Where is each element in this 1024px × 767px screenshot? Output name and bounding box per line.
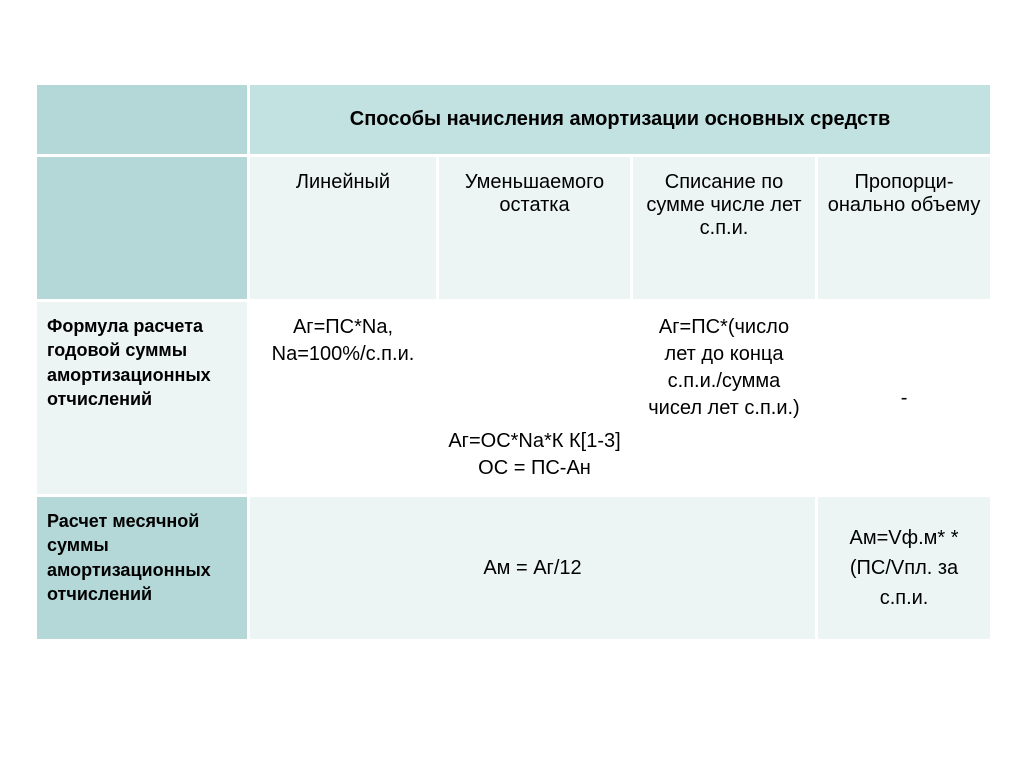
cell-1-3: Аг=ПС*(число лет до конца с.п.и./сумма ч…	[632, 301, 817, 496]
row-1-label: Формула расчета годовой суммы амортизаци…	[36, 301, 249, 496]
subhead-col-3: Списание по сумме числе лет с.п.и.	[632, 156, 817, 301]
subhead-col-4: Пропорци-онально объему	[817, 156, 992, 301]
cell-1-1: Аг=ПС*Na, Na=100%/с.п.и.	[249, 301, 438, 496]
cell-2-merged: Ам = Аг/12	[249, 496, 817, 641]
subhead-corner-cell	[36, 156, 249, 301]
amortization-table: Способы начисления амортизации основных …	[34, 82, 993, 642]
header-title: Способы начисления амортизации основных …	[249, 84, 992, 156]
cell-1-4: -	[817, 301, 992, 496]
cell-2-4: Ам=Vф.м* *(ПС/Vпл. за с.п.и.	[817, 496, 992, 641]
header-corner-cell	[36, 84, 249, 156]
subhead-col-2: Уменьшаемого остатка	[438, 156, 632, 301]
cell-1-2: Аг=ОС*Na*К К[1-3] ОС = ПС-Ан	[438, 301, 632, 496]
subhead-col-1: Линейный	[249, 156, 438, 301]
row-2-label: Расчет месячной суммы амортизационных от…	[36, 496, 249, 641]
